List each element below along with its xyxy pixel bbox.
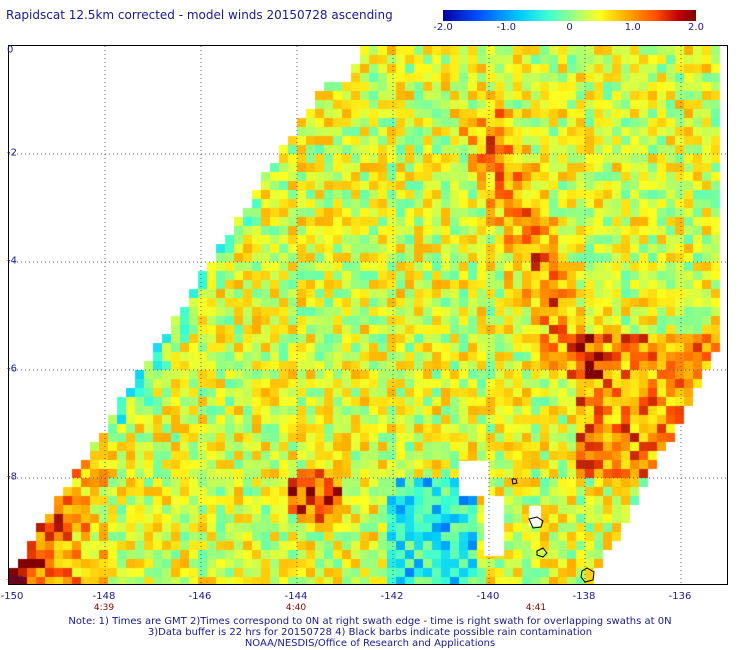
longitude-tick-label: -140	[476, 591, 500, 602]
latitude-tick-label: 0	[7, 44, 14, 56]
lat-lon-grid	[9, 46, 727, 584]
latitude-tick-label: -6	[7, 363, 17, 375]
color-scale-tick-label: 0	[566, 22, 573, 33]
longitude-tick-label: -136	[668, 591, 692, 602]
color-scale-tick-label: 2.0	[688, 22, 704, 33]
latitude-tick-label: -10	[7, 574, 24, 586]
color-scale-bar	[443, 10, 696, 21]
swath-time-label: 4:39	[93, 603, 115, 613]
latitude-tick-label: -2	[7, 147, 17, 159]
latitude-tick-label: -4	[7, 255, 17, 267]
wind-difference-field	[9, 46, 727, 584]
island-coastline	[511, 478, 518, 485]
swath-time-label: 4:40	[285, 603, 307, 613]
longitude-tick-label: -138	[572, 591, 596, 602]
note-line-3: NOAA/NESDIS/Office of Research and Appli…	[244, 638, 496, 649]
map-title: Rapidscat 12.5km corrected - model winds…	[6, 8, 393, 22]
island-coastline	[528, 516, 544, 529]
color-scale-tick-label: -1.0	[496, 22, 517, 33]
longitude-tick-label: -146	[188, 591, 212, 602]
island-coastline	[536, 547, 548, 558]
note-line-2: 3)Data buffer is 22 hrs for 20150728 4) …	[147, 627, 593, 638]
swath-time-label: 4:41	[525, 603, 547, 613]
latitude-tick-label: -8	[7, 471, 17, 483]
longitude-tick-label: -144	[284, 591, 308, 602]
longitude-tick-label: -148	[92, 591, 116, 602]
longitude-tick-label: -142	[380, 591, 404, 602]
island-coastline	[580, 567, 595, 583]
color-scale-tick-label: -2.0	[433, 22, 453, 33]
longitude-tick-label: -150	[0, 591, 24, 602]
map-frame	[8, 45, 728, 585]
color-scale-tick-label: 1.0	[624, 22, 641, 33]
note-line-1: Note: 1) Times are GMT 2)Times correspon…	[68, 616, 672, 627]
